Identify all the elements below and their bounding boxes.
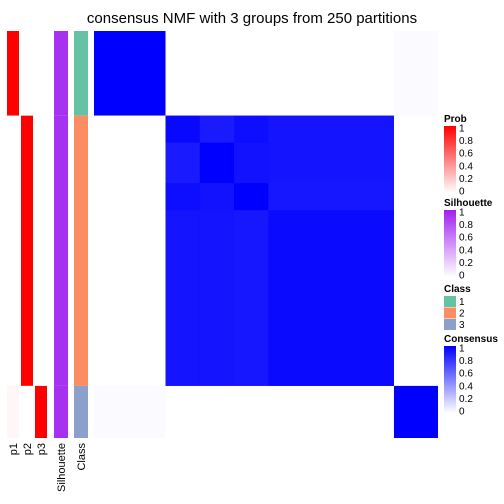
consensus-subblock <box>165 183 200 211</box>
column-labels: p1 p2 p3 Silhouette Class <box>8 443 88 492</box>
legend-colorbar-prob <box>444 126 456 193</box>
column-label-p3: p3 <box>36 443 48 455</box>
legend-label-class-2: 2 <box>459 309 465 320</box>
consensus-subblock <box>234 115 269 143</box>
annotation-cell-silhouette-group-3 <box>54 385 68 438</box>
legend-tick-consensus: 0.2 <box>459 394 473 405</box>
consensus-subblock <box>268 183 394 211</box>
consensus-subblock <box>199 115 235 143</box>
legend-tick-consensus: 0.6 <box>459 369 473 380</box>
column-label-p2: p2 <box>22 443 34 455</box>
legend-title-silhouette: Silhouette <box>444 198 493 209</box>
consensus-subblock <box>268 142 394 184</box>
consensus-block-1-3 <box>393 31 438 116</box>
consensus-block-3-2 <box>165 385 394 438</box>
legend-tick-prob: 0.6 <box>459 149 473 160</box>
legend-title-class: Class <box>444 284 471 295</box>
legend-swatch-class-2 <box>444 307 456 319</box>
legend-tick-silhouette: 0.2 <box>459 258 473 269</box>
annotation-cell-p3-group-3 <box>35 385 47 438</box>
annotation-cell-p3-group-1 <box>35 31 47 116</box>
column-label-class: Class <box>76 443 88 471</box>
consensus-subblock <box>234 210 269 386</box>
consensus-block-2-3 <box>393 115 438 386</box>
legend-tick-consensus: 0.4 <box>459 381 473 392</box>
annotation-cell-p3-group-2 <box>35 115 47 386</box>
consensus-subblock <box>199 210 235 386</box>
annotation-cell-class-group-1 <box>74 31 88 116</box>
annotation-cell-p1-group-3 <box>7 385 19 438</box>
legend-tick-prob: 0.4 <box>459 161 473 172</box>
consensus-block-1-2 <box>165 31 394 116</box>
consensus-block-1-1 <box>94 31 166 116</box>
consensus-subblock <box>199 142 235 184</box>
legend-tick-prob: 1 <box>459 124 465 135</box>
consensus-subblock <box>165 210 200 386</box>
legend-label-class-1: 1 <box>459 297 465 308</box>
consensus-subblock <box>165 142 200 184</box>
consensus-block-3-3 <box>393 385 438 438</box>
legend-tick-consensus: 0.8 <box>459 356 473 367</box>
legend-tick-consensus: 0 <box>459 407 465 418</box>
legend-tick-silhouette: 0.8 <box>459 220 473 231</box>
annotation-cell-p2-group-2 <box>21 115 33 386</box>
consensus-block-2-1 <box>94 115 166 386</box>
annotation-cell-silhouette-group-2 <box>54 115 68 386</box>
annotation-cell-p2-group-3 <box>21 385 33 438</box>
annotation-cell-p1-group-2 <box>7 115 19 386</box>
legend-tick-silhouette: 0 <box>459 271 465 282</box>
legend-tick-consensus: 1 <box>459 344 465 355</box>
heatmap-body <box>7 31 438 438</box>
legend-tick-silhouette: 0.4 <box>459 245 473 256</box>
legend-label-class-3: 3 <box>459 320 465 331</box>
annotation-cell-p2-group-1 <box>21 31 33 116</box>
legend-title-prob: Prob <box>444 114 467 125</box>
consensus-subblock <box>268 210 394 386</box>
consensus-subblock <box>234 142 269 184</box>
legend-tick-silhouette: 0.6 <box>459 233 473 244</box>
column-label-silhouette: Silhouette <box>56 443 68 492</box>
column-label-p1: p1 <box>8 443 20 455</box>
legend-colorbar-consensus <box>444 346 456 413</box>
legend-title-consensus: Consensus <box>444 334 498 345</box>
legend-colorbar-silhouette <box>444 210 456 277</box>
annotation-cell-silhouette-group-1 <box>54 31 68 116</box>
consensus-block-3-1 <box>94 385 166 438</box>
legend-tick-prob: 0.2 <box>459 174 473 185</box>
chart-title: consensus NMF with 3 groups from 250 par… <box>87 10 417 27</box>
legend-tick-prob: 0 <box>459 187 465 198</box>
legend-tick-silhouette: 1 <box>459 208 465 219</box>
annotation-cell-class-group-2 <box>74 115 88 386</box>
annotation-cell-p1-group-1 <box>7 31 19 116</box>
consensus-subblock <box>165 115 200 143</box>
annotation-cell-class-group-3 <box>74 385 88 438</box>
consensus-subblock <box>199 183 235 211</box>
consensus-subblock <box>234 183 269 211</box>
legend-swatch-class-3 <box>444 319 456 330</box>
legends: Prob10.80.60.40.20Silhouette10.80.60.40.… <box>444 114 498 418</box>
legend-tick-prob: 0.8 <box>459 136 473 147</box>
legend-swatch-class-1 <box>444 296 456 307</box>
consensus-subblock <box>268 115 394 143</box>
